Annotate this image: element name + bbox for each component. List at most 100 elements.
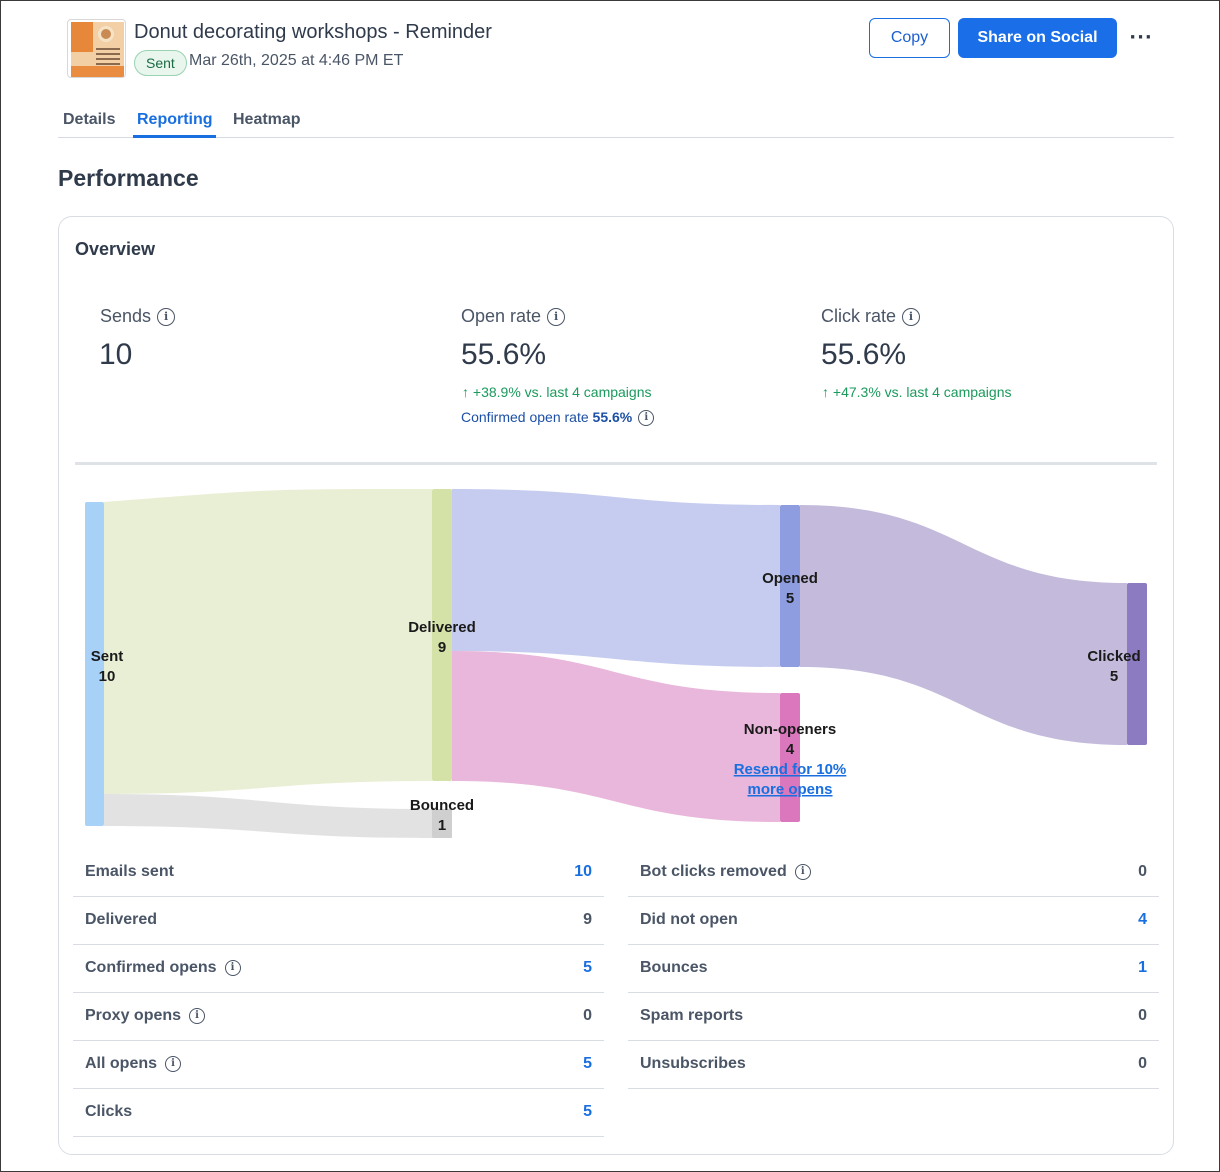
link-opened-clicked — [800, 505, 1127, 745]
stat-label-text: Delivered — [85, 911, 158, 928]
node-bounced-label: Bounced — [410, 797, 474, 814]
stat-label: Clicks — [85, 1103, 132, 1121]
stat-label: Confirmed opens i — [85, 959, 241, 977]
stat-label-text: Proxy opens — [85, 1007, 182, 1024]
thumbnail-text-lines — [96, 48, 120, 50]
sends-value: 10 — [99, 338, 133, 371]
copy-button[interactable]: Copy — [869, 18, 950, 58]
campaign-title: Donut decorating workshops - Reminder — [134, 21, 492, 43]
stat-label: Bot clicks removed i — [640, 863, 811, 881]
stat-value[interactable]: 10 — [574, 863, 592, 880]
divider — [75, 462, 1157, 465]
info-icon[interactable]: i — [165, 1055, 182, 1072]
email-funnel-sankey: Sent 10 Delivered 9 Bounced 1 Opened 5 N… — [85, 489, 1147, 838]
sends-label-text: Sends — [100, 306, 152, 326]
stat-label-text: Spam reports — [640, 1007, 744, 1024]
page-title: Performance — [58, 165, 199, 191]
node-non-openers-value: 4 — [786, 741, 795, 758]
stat-label: Did not open — [640, 911, 738, 929]
tab-heatmap[interactable]: Heatmap — [233, 111, 301, 128]
donut-image-icon — [98, 26, 114, 42]
stat-row: Spam reports 0 — [628, 993, 1159, 1041]
tab-details[interactable]: Details — [63, 111, 116, 128]
stat-value: 9 — [583, 911, 592, 928]
active-tab-indicator — [133, 135, 216, 138]
node-sent-label: Sent — [91, 648, 124, 665]
info-icon[interactable]: i — [157, 308, 176, 327]
node-sent-value: 10 — [99, 668, 116, 685]
share-on-social-button[interactable]: Share on Social — [958, 18, 1117, 58]
info-icon[interactable]: i — [794, 863, 811, 880]
node-sent[interactable] — [85, 502, 104, 826]
node-opened[interactable] — [780, 505, 800, 667]
stat-value[interactable]: 5 — [583, 959, 592, 976]
node-opened-label: Opened — [762, 570, 818, 587]
node-non-openers[interactable] — [780, 693, 800, 822]
stat-value[interactable]: 4 — [1138, 911, 1147, 928]
stat-row: Bounces 1 — [628, 945, 1159, 993]
node-bounced[interactable] — [432, 809, 452, 838]
node-clicked[interactable] — [1127, 583, 1147, 745]
more-options-icon[interactable]: ··· — [1128, 25, 1154, 51]
tab-reporting[interactable]: Reporting — [137, 111, 213, 128]
stat-value: 0 — [583, 1007, 592, 1024]
stat-value[interactable]: 5 — [583, 1103, 592, 1120]
stat-label-text: Bounces — [640, 959, 708, 976]
overview-title: Overview — [75, 239, 156, 259]
stat-label: All opens i — [85, 1055, 182, 1073]
node-delivered[interactable] — [432, 489, 452, 781]
stat-value: 0 — [1138, 863, 1147, 880]
stat-row: Confirmed opens i 5 — [73, 945, 604, 993]
open-rate-label-text: Open rate — [461, 306, 542, 326]
stat-label: Spam reports — [640, 1007, 743, 1025]
sent-date: Mar 26th, 2025 at 4:46 PM ET — [189, 52, 404, 69]
tab-bar: Details Reporting Heatmap — [58, 107, 1174, 138]
confirmed-open-rate-label: Confirmed open rate — [461, 409, 589, 425]
stat-label: Proxy opens i — [85, 1007, 206, 1025]
open-rate-value: 55.6% — [461, 338, 547, 371]
link-delivered-opened — [452, 489, 780, 667]
stat-label: Bounces — [640, 959, 708, 977]
info-icon[interactable]: i — [902, 308, 921, 327]
resend-link-line1[interactable]: Resend for 10% — [734, 761, 847, 778]
stat-row: Emails sent 10 — [73, 849, 604, 897]
sends-label: Sends i — [100, 306, 176, 327]
click-rate-trend: ↑ +47.3% vs. last 4 campaigns — [822, 384, 1012, 400]
stat-label: Unsubscribes — [640, 1055, 746, 1073]
click-rate-label: Click rate i — [821, 306, 921, 327]
click-rate-value: 55.6% — [821, 338, 907, 371]
stat-value[interactable]: 1 — [1138, 959, 1147, 976]
stat-label-text: Did not open — [640, 911, 738, 928]
stat-row: Clicks 5 — [73, 1089, 604, 1137]
node-clicked-label: Clicked — [1087, 648, 1140, 665]
stat-row: All opens i 5 — [73, 1041, 604, 1089]
stat-value: 0 — [1138, 1055, 1147, 1072]
node-delivered-label: Delivered — [408, 619, 476, 636]
stat-label-text: Clicks — [85, 1103, 133, 1120]
stat-value[interactable]: 5 — [583, 1055, 592, 1072]
confirmed-open-rate: Confirmed open rate 55.6% i — [461, 409, 655, 427]
info-icon[interactable]: i — [224, 959, 241, 976]
resend-link-line2[interactable]: more opens — [747, 781, 832, 798]
confirmed-open-rate-value: 55.6% — [592, 409, 633, 425]
stat-row: Unsubscribes 0 — [628, 1041, 1159, 1089]
node-bounced-value: 1 — [438, 817, 446, 834]
link-sent-delivered — [104, 489, 432, 794]
thumbnail-banner — [71, 22, 93, 52]
stat-label-text: Confirmed opens — [85, 959, 217, 976]
open-rate-label: Open rate i — [461, 306, 566, 327]
node-non-openers-label: Non-openers — [744, 721, 837, 738]
arrow-up-icon: ↑ — [822, 384, 829, 400]
thumbnail-footer — [71, 66, 124, 77]
click-rate-label-text: Click rate — [821, 306, 897, 326]
node-delivered-value: 9 — [438, 639, 446, 656]
node-clicked-value: 5 — [1110, 668, 1118, 685]
info-icon[interactable]: i — [189, 1007, 206, 1024]
info-icon[interactable]: i — [547, 308, 566, 327]
stat-row: Bot clicks removed i 0 — [628, 849, 1159, 897]
stat-row: Did not open 4 — [628, 897, 1159, 945]
info-icon[interactable]: i — [638, 410, 655, 427]
link-delivered-non-openers — [452, 651, 780, 822]
email-thumbnail[interactable] — [67, 19, 126, 78]
stat-label-text: All opens — [85, 1055, 158, 1072]
